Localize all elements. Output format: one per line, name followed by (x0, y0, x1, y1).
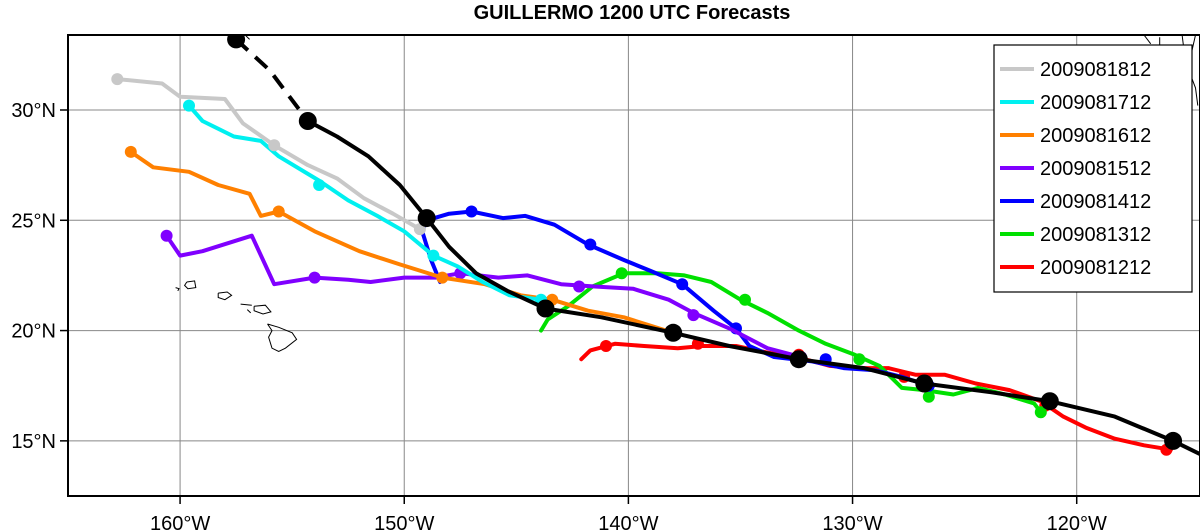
y-tick-label: 15°N (11, 431, 56, 453)
best-track (227, 35, 1200, 457)
chart-title: GUILLERMO 1200 UTC Forecasts (474, 2, 791, 24)
legend-label: 2009081512 (1040, 158, 1151, 180)
coastline (175, 287, 180, 292)
legend-label: 2009081812 (1040, 59, 1151, 81)
legend-entry: 2009081712 (1000, 92, 1151, 114)
track-marker (313, 179, 326, 191)
legend-entry: 2009081412 (1000, 191, 1151, 213)
track-marker (183, 99, 195, 112)
x-tick-label: 120°W (1047, 513, 1107, 532)
legend-entry: 2009081612 (1000, 125, 1151, 147)
track-line (579, 341, 1173, 452)
track-line (187, 103, 543, 302)
track-marker (573, 280, 586, 293)
best-track-marker (298, 112, 317, 130)
best-track-marker (1040, 392, 1059, 411)
y-tick-label: 30°N (11, 100, 56, 122)
legend-entry: 2009081212 (1000, 257, 1151, 279)
track-marker (111, 73, 124, 86)
y-tick-label: 20°N (11, 321, 56, 343)
track-marker (739, 293, 751, 306)
best-track-marker (227, 35, 246, 49)
coastline (217, 291, 233, 301)
track-marker (124, 145, 137, 158)
x-axis-ticks: 160°W 150°W 140°W 130°W 120°W (150, 496, 1107, 532)
track-marker (853, 353, 866, 366)
legend-entry: 2009081312 (1000, 224, 1151, 246)
coastline (1143, 35, 1152, 45)
x-tick-label: 130°W (822, 513, 882, 532)
track-marker (308, 271, 321, 284)
legend-label: 2009081712 (1040, 92, 1151, 114)
track-marker (436, 271, 449, 284)
legend-entry: 2009081512 (1000, 158, 1151, 180)
y-axis-ticks: 15°N 20°N 25°N 30°N (11, 100, 68, 453)
coastline (246, 309, 252, 314)
track-2009081812 (111, 73, 426, 236)
coastline (253, 304, 272, 315)
track-marker (615, 267, 628, 280)
track-marker (272, 205, 285, 218)
coastline (183, 280, 197, 290)
best-track-dashed (234, 37, 310, 123)
track-marker (922, 390, 935, 403)
best-track-marker (536, 299, 555, 318)
coastline (267, 323, 298, 353)
x-tick-label: 150°W (374, 513, 434, 532)
plot-frame (67, 34, 1200, 497)
track-marker (687, 309, 700, 322)
legend-label: 2009081212 (1040, 257, 1151, 279)
x-tick-label: 140°W (598, 513, 658, 532)
track-line (128, 149, 676, 335)
track-marker (465, 205, 478, 218)
best-track-marker (915, 374, 934, 393)
coastline (240, 303, 252, 306)
legend-label: 2009081612 (1040, 125, 1151, 147)
x-tick-label: 160°W (150, 513, 210, 532)
track-marker (600, 340, 612, 352)
track-marker (268, 139, 281, 152)
legend-entry: 2009081812 (1000, 59, 1151, 81)
legend-label: 2009081412 (1040, 191, 1151, 213)
best-track-marker (664, 323, 683, 342)
best-track-marker (417, 209, 436, 228)
y-tick-label: 25°N (11, 210, 56, 232)
best-track-marker (1164, 431, 1183, 450)
track-marker (427, 249, 440, 262)
track-marker (160, 229, 173, 242)
best-track-line (305, 119, 1200, 457)
legend-label: 2009081312 (1040, 224, 1151, 246)
track-marker (676, 278, 689, 291)
legend-box (993, 44, 1193, 293)
track-marker (1034, 406, 1047, 419)
best-track-marker (789, 350, 808, 369)
track-marker (584, 238, 597, 251)
legend: 2009081812 2009081712 2009081612 2009081512… (993, 44, 1193, 293)
